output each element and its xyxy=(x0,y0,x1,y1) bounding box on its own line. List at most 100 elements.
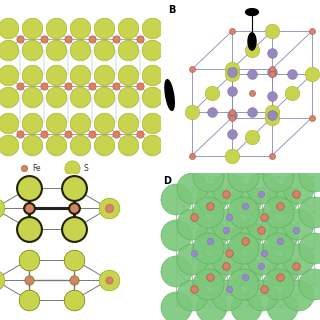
Point xyxy=(223,263,228,268)
Point xyxy=(101,48,107,53)
Point xyxy=(311,245,316,251)
Point xyxy=(260,221,265,226)
Point xyxy=(53,120,59,125)
Point xyxy=(77,142,83,147)
Point xyxy=(210,91,215,96)
Point xyxy=(205,210,211,215)
Point xyxy=(229,115,235,120)
Point xyxy=(26,297,31,302)
Point xyxy=(101,26,107,31)
Point xyxy=(42,84,47,89)
Point xyxy=(241,210,246,215)
Point xyxy=(5,73,11,78)
Point xyxy=(276,282,281,287)
Point xyxy=(90,84,95,89)
Point xyxy=(295,221,300,226)
Point xyxy=(241,245,246,251)
Point xyxy=(77,26,83,31)
Point xyxy=(279,268,284,274)
Point xyxy=(26,226,31,231)
Point xyxy=(138,37,143,42)
Point xyxy=(241,282,246,287)
Text: B: B xyxy=(168,5,175,15)
Point xyxy=(29,26,35,31)
Point xyxy=(101,95,107,100)
Point xyxy=(250,48,255,53)
Point xyxy=(149,26,155,31)
Point xyxy=(72,297,77,302)
Point xyxy=(72,257,77,262)
Point xyxy=(225,185,230,190)
Point xyxy=(207,239,212,244)
Point xyxy=(29,48,35,53)
Point xyxy=(229,72,235,77)
Point xyxy=(277,275,283,280)
Point xyxy=(205,173,211,179)
Point xyxy=(114,131,119,136)
Point xyxy=(269,93,275,99)
Point xyxy=(225,221,230,226)
Point xyxy=(106,277,111,283)
Point xyxy=(311,282,316,287)
Text: D: D xyxy=(163,176,171,186)
Point xyxy=(209,304,214,309)
Point xyxy=(269,72,275,77)
Point xyxy=(311,173,316,179)
Point xyxy=(26,257,31,262)
Ellipse shape xyxy=(248,33,256,50)
Text: Fe: Fe xyxy=(32,164,41,172)
Point xyxy=(106,277,111,283)
Point xyxy=(17,131,22,136)
Point xyxy=(229,110,235,115)
Point xyxy=(309,28,315,34)
Point xyxy=(295,293,300,298)
Point xyxy=(173,268,179,274)
Point xyxy=(90,131,95,136)
Point xyxy=(223,228,228,233)
Point xyxy=(205,245,211,251)
Point xyxy=(26,186,31,191)
Point xyxy=(191,214,196,220)
Point xyxy=(53,95,59,100)
Point xyxy=(191,250,196,255)
Point xyxy=(42,37,47,42)
Point xyxy=(189,293,195,298)
Point xyxy=(53,142,59,147)
Point xyxy=(77,120,83,125)
Point xyxy=(26,206,31,211)
Point xyxy=(269,50,275,55)
Point xyxy=(101,120,107,125)
Point xyxy=(269,28,275,34)
Point xyxy=(229,67,235,72)
Point xyxy=(138,131,143,136)
Point xyxy=(72,206,77,211)
Point xyxy=(114,37,119,42)
Point xyxy=(207,275,212,280)
Point xyxy=(66,84,71,89)
Point xyxy=(277,239,283,244)
Point xyxy=(114,84,119,89)
Point xyxy=(189,67,195,72)
Point xyxy=(295,185,300,190)
Point xyxy=(295,257,300,262)
Point xyxy=(229,153,235,158)
Point xyxy=(293,191,299,196)
Point xyxy=(209,232,214,237)
Point xyxy=(258,263,263,268)
Point xyxy=(149,73,155,78)
Point xyxy=(260,293,265,298)
Point xyxy=(125,48,131,53)
Point xyxy=(72,277,77,283)
Point xyxy=(250,134,255,139)
Point xyxy=(17,37,22,42)
Point xyxy=(261,214,267,220)
Point xyxy=(223,191,228,196)
Point xyxy=(77,48,83,53)
Point xyxy=(189,221,195,226)
Point xyxy=(309,72,315,77)
Point xyxy=(226,214,231,220)
Point xyxy=(225,257,230,262)
Point xyxy=(276,245,281,251)
Point xyxy=(29,73,35,78)
Point xyxy=(53,48,59,53)
